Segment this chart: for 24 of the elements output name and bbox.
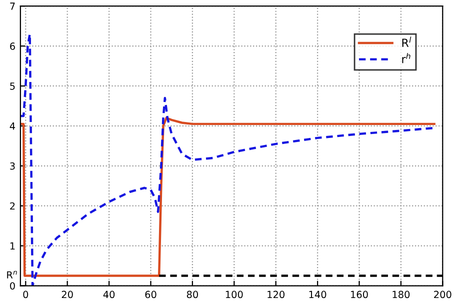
y-tick-label: 3 — [10, 162, 15, 170]
x-tick-label: 180 — [392, 290, 410, 298]
x-tick-label: 160 — [351, 290, 368, 298]
y-tick-label: 1 — [10, 242, 15, 250]
x-tick-label: 80 — [186, 290, 198, 298]
y-tick-label: 0 — [10, 282, 15, 290]
x-tick-label: 60 — [145, 290, 156, 298]
line-series — [20, 116, 436, 277]
x-tick-label: 20 — [62, 290, 73, 298]
x-tick-label: 100 — [226, 290, 243, 298]
y-tick-label: 2 — [10, 202, 15, 210]
y-tick-label: 6 — [10, 42, 15, 50]
annotation: R$^{n}$ — [7, 270, 17, 278]
x-tick-label: 40 — [103, 290, 115, 298]
x-tick-label: 200 — [434, 290, 452, 298]
y-tick-label: 5 — [10, 82, 15, 90]
legend-label: r$^{h}$ — [402, 52, 410, 64]
line-series — [20, 32, 436, 286]
x-tick-label: 140 — [309, 290, 326, 298]
legend-label: R$^{l}$ — [402, 36, 412, 47]
y-tick-label: 4 — [10, 122, 16, 130]
x-tick-label: 120 — [268, 290, 284, 298]
y-tick-label: 7 — [10, 2, 15, 10]
x-tick-label: 0 — [23, 290, 28, 298]
